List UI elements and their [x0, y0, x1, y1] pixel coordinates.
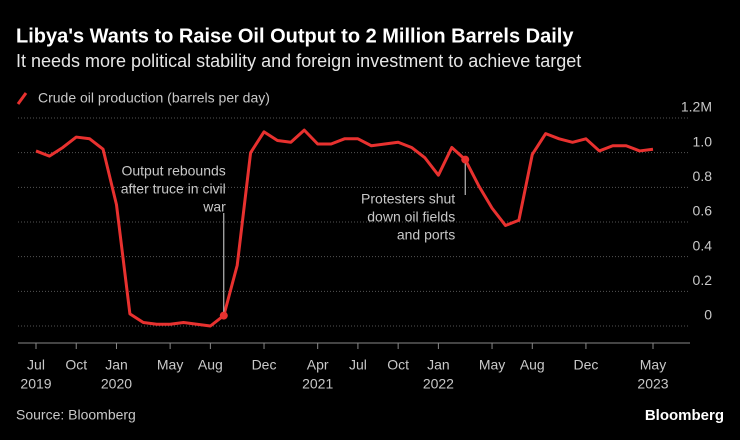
- x-tick-label: Jul: [27, 357, 45, 373]
- x-tick-label: Dec: [252, 357, 277, 373]
- x-tick-label: Dec: [573, 357, 598, 373]
- x-tick-label: Aug: [198, 357, 223, 373]
- x-tick-label: May: [157, 357, 183, 373]
- series-line: [35, 128, 654, 328]
- annotation-text: and ports: [397, 227, 455, 243]
- x-year-label: 2020: [101, 376, 132, 392]
- annotation-dot: [461, 155, 470, 164]
- y-tick-label: 0: [704, 307, 712, 323]
- x-tick-label: Oct: [387, 357, 409, 373]
- annotation-text: Protesters shut: [361, 191, 455, 207]
- x-tick-label: Jan: [427, 357, 450, 373]
- y-tick-label: 0.6: [693, 203, 713, 219]
- x-tick-label: May: [640, 357, 666, 373]
- annotation-dot: [219, 311, 228, 320]
- y-tick-label: 0.4: [693, 237, 713, 253]
- chart-subtitle: It needs more political stability and fo…: [16, 51, 581, 71]
- x-tick-label: May: [479, 357, 505, 373]
- y-tick-label: 0.2: [693, 272, 713, 288]
- y-tick-label: 1.2M: [681, 99, 712, 115]
- y-tick-label: 0.8: [693, 168, 713, 184]
- x-tick-label: Jan: [105, 357, 128, 373]
- x-tick-label: Apr: [307, 357, 329, 373]
- x-year-label: 2021: [302, 376, 333, 392]
- x-tick-label: Jul: [349, 357, 367, 373]
- annotation-text: after truce in civil: [121, 181, 226, 197]
- x-tick-label: Oct: [65, 357, 87, 373]
- annotation-text: war: [202, 199, 226, 215]
- annotation-text: Output rebounds: [121, 163, 225, 179]
- x-year-label: 2022: [423, 376, 454, 392]
- annotation-text: down oil fields: [367, 209, 455, 225]
- chart-title: Libya's Wants to Raise Oil Output to 2 M…: [16, 25, 574, 47]
- x-tick-label: Aug: [520, 357, 545, 373]
- source: Source: Bloomberg: [16, 407, 136, 423]
- legend-label: Crude oil production (barrels per day): [38, 90, 270, 106]
- x-year-label: 2019: [20, 376, 51, 392]
- brand: Bloomberg: [645, 407, 724, 424]
- y-tick-label: 1.0: [693, 133, 713, 149]
- legend-swatch: [16, 92, 28, 105]
- x-year-label: 2023: [637, 376, 668, 392]
